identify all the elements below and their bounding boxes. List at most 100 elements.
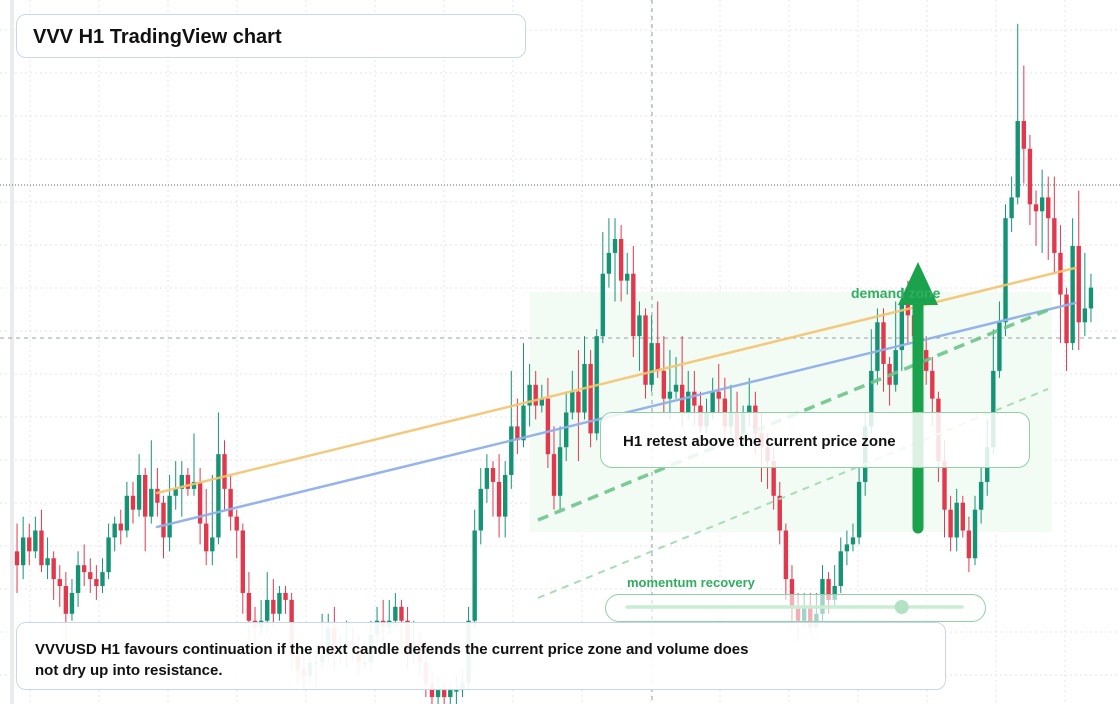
candle-body — [539, 398, 544, 406]
candle-body — [124, 495, 130, 531]
candle-body — [850, 537, 856, 545]
candle-body — [435, 690, 441, 698]
candle-body — [625, 273, 630, 281]
candle-body — [649, 343, 654, 385]
candle-body — [545, 398, 551, 455]
candle-body — [667, 391, 673, 399]
candle-body — [484, 468, 490, 489]
candle-body — [27, 537, 32, 552]
candle-body — [899, 301, 904, 351]
momentum-label: momentum recovery — [627, 575, 755, 590]
momentum-indicator — [605, 594, 986, 622]
candle-body — [576, 391, 581, 413]
candle-body — [875, 322, 880, 371]
candle-body — [856, 481, 862, 538]
candle-body — [472, 530, 477, 621]
candle-body — [94, 579, 99, 587]
candle-body — [527, 384, 532, 406]
candle-body — [130, 495, 136, 510]
candle-body — [954, 502, 959, 538]
candle-body — [509, 426, 514, 475]
candle-body — [173, 488, 178, 496]
candle-body — [265, 599, 270, 621]
candle-body — [155, 488, 160, 503]
candle-body — [777, 495, 782, 531]
candle-body — [978, 481, 984, 510]
candle-body — [710, 391, 715, 413]
candle-body — [1033, 204, 1039, 212]
demand-zone-label: demand zone — [851, 285, 941, 301]
candle-body — [1052, 218, 1057, 253]
retest-callout: H1 retest above the current price zone — [600, 412, 1030, 468]
candle-body — [112, 523, 117, 538]
candle-body — [564, 412, 569, 448]
up-arrow-head — [898, 262, 938, 305]
candle-body — [637, 315, 642, 337]
candle-body — [1009, 197, 1014, 219]
candle-body — [655, 343, 660, 371]
candle-body — [88, 572, 93, 580]
candle-body — [600, 273, 606, 337]
left-edge-bar — [10, 0, 14, 704]
candle-body — [1064, 294, 1069, 344]
candle-body — [1039, 197, 1045, 212]
candle-body — [57, 579, 62, 587]
candle-body — [844, 544, 850, 552]
candle-body — [283, 592, 288, 600]
candle-body — [783, 530, 789, 580]
candle-body — [63, 586, 69, 614]
candle-body — [686, 391, 691, 413]
candle-body — [399, 606, 404, 621]
candle-body — [521, 405, 526, 441]
candle-body — [179, 474, 184, 489]
candle-body — [149, 488, 154, 517]
candle-body — [441, 690, 447, 698]
candle-body — [14, 551, 20, 566]
candle-body — [551, 454, 557, 496]
candle-body — [570, 391, 575, 413]
candle-body — [33, 530, 38, 552]
candle-body — [948, 509, 953, 538]
candle-body — [478, 488, 483, 531]
candle-body — [1058, 252, 1063, 295]
candle-body — [490, 468, 496, 482]
candle-body — [118, 523, 123, 531]
candle-body — [136, 474, 142, 510]
candle-body — [966, 530, 972, 559]
candle-body — [838, 551, 843, 587]
candle-body — [972, 509, 978, 559]
candle-body — [1070, 245, 1075, 344]
candle-body — [69, 592, 75, 614]
candle-body — [881, 322, 886, 364]
candle-body — [612, 239, 618, 253]
candle-body — [502, 474, 508, 517]
candle-body — [1076, 245, 1081, 323]
candle-body — [789, 579, 795, 607]
candle-body — [210, 537, 215, 552]
candle-body — [606, 252, 612, 274]
candle-body — [167, 495, 172, 538]
candle-body — [142, 474, 148, 517]
chart-title: VVV H1 TradingView chart — [33, 26, 282, 48]
candle-body — [216, 454, 221, 538]
candle-body — [191, 481, 197, 489]
candle-body — [222, 454, 227, 489]
candle-body — [277, 592, 282, 614]
candle-body — [1088, 287, 1094, 309]
candle-body — [1015, 121, 1020, 198]
candle-body — [234, 516, 239, 531]
candle-body — [991, 370, 996, 448]
candle-body — [185, 474, 191, 489]
candle-body — [228, 488, 233, 517]
candle-body — [1027, 148, 1033, 205]
candle-body — [106, 537, 111, 573]
candle-body — [930, 370, 935, 399]
candle-body — [204, 523, 209, 552]
candle-body — [161, 502, 166, 538]
candle-body — [39, 530, 44, 566]
candle-body — [692, 391, 697, 406]
candle-body — [588, 363, 593, 434]
candle-body — [197, 481, 203, 524]
candle-body — [661, 370, 667, 399]
candle-body — [393, 606, 398, 621]
